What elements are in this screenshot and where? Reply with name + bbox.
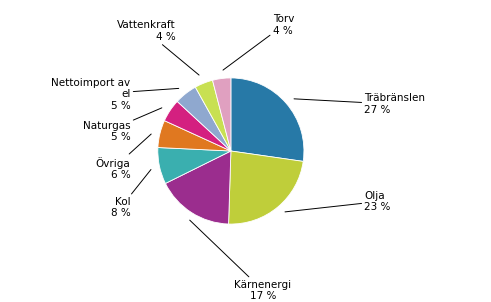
Text: Övriga
6 %: Övriga 6 % — [96, 134, 151, 180]
Wedge shape — [158, 120, 231, 151]
Wedge shape — [177, 87, 231, 151]
Wedge shape — [213, 78, 231, 151]
Wedge shape — [164, 101, 231, 151]
Text: Naturgas
5 %: Naturgas 5 % — [83, 108, 162, 142]
Text: Kol
8 %: Kol 8 % — [111, 169, 151, 218]
Wedge shape — [165, 151, 231, 224]
Text: Olja
23 %: Olja 23 % — [285, 191, 391, 213]
Text: Torv
4 %: Torv 4 % — [223, 14, 294, 70]
Wedge shape — [229, 151, 303, 224]
Wedge shape — [195, 80, 231, 151]
Wedge shape — [158, 147, 231, 183]
Text: Vattenkraft
4 %: Vattenkraft 4 % — [117, 20, 199, 75]
Text: Träbränslen
27 %: Träbränslen 27 % — [294, 93, 425, 115]
Text: Kärnenergi
17 %: Kärnenergi 17 % — [190, 220, 292, 301]
Text: Nettoimport av
el
5 %: Nettoimport av el 5 % — [52, 78, 179, 111]
Wedge shape — [231, 78, 304, 161]
